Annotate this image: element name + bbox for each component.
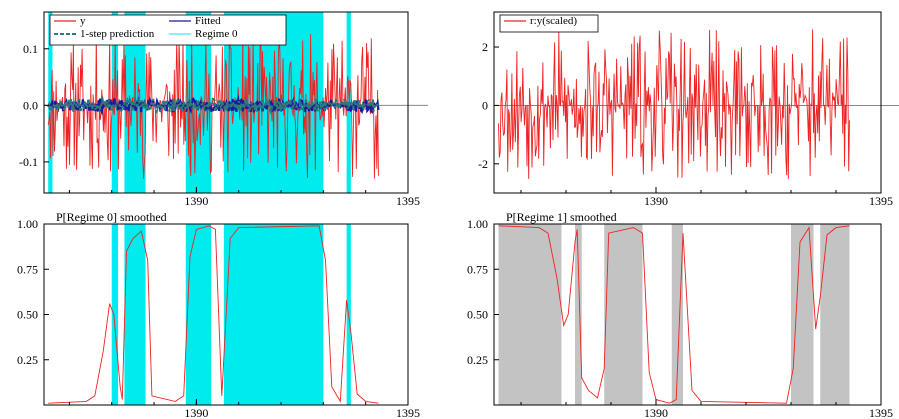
x-tick-label: 1395 bbox=[396, 194, 420, 208]
series-lines bbox=[498, 29, 850, 180]
series-line bbox=[48, 225, 379, 404]
legend: y Fitted 1-step prediction Regime 0 bbox=[49, 14, 287, 46]
legend-label: r:y(scaled) bbox=[530, 15, 577, 27]
x-tick-label: 1395 bbox=[869, 194, 893, 208]
regime-band bbox=[791, 224, 814, 405]
y-tick-label: -0.1 bbox=[19, 155, 38, 169]
y-tick-label: 2 bbox=[482, 40, 488, 54]
x-ticks: 1390 1395 bbox=[520, 399, 893, 419]
x-tick-label: 1395 bbox=[396, 406, 420, 419]
regime-band bbox=[575, 224, 582, 405]
legend-label: 1-step prediction bbox=[80, 28, 155, 40]
x-tick-label: 1390 bbox=[644, 194, 668, 208]
legend-box bbox=[499, 14, 599, 33]
legend-label: Regime 0 bbox=[195, 28, 238, 40]
regime-band bbox=[111, 224, 119, 405]
y-ticks: 1.00 0.75 0.50 0.25 bbox=[467, 217, 499, 367]
regime-band bbox=[820, 224, 850, 405]
series-lines bbox=[498, 225, 850, 404]
legend-label: Fitted bbox=[195, 15, 221, 27]
regime-bands bbox=[111, 224, 351, 405]
y-tick-label: 0.1 bbox=[23, 42, 38, 56]
legend: r:y(scaled) bbox=[499, 14, 599, 33]
y-ticks: 1.00 0.75 0.50 0.25 bbox=[17, 217, 49, 367]
series-line bbox=[498, 29, 850, 180]
regime-band bbox=[185, 224, 212, 405]
y-tick-label: 0.25 bbox=[17, 353, 38, 367]
regime-band bbox=[124, 224, 146, 405]
series-lines bbox=[47, 32, 380, 179]
regime-band bbox=[604, 224, 643, 405]
panel-bottom-left: 1.00 0.75 0.50 0.25 1390 1395 P[Regime 0] sm… bbox=[17, 210, 420, 419]
x-ticks: 1390 1395 bbox=[68, 187, 420, 208]
y-tick-label: 1.00 bbox=[467, 217, 488, 231]
panel-top-right: 2 0 -2 1390 1395 r:y(scaled) bbox=[478, 11, 899, 208]
y-tick-label: 0.75 bbox=[467, 262, 488, 276]
regime-band bbox=[48, 12, 53, 193]
panel-title: P[Regime 1] smoothed bbox=[506, 210, 617, 224]
panel-top-left: 0.1 0.0 -0.1 1390 1395 y Fitted 1-step predic… bbox=[19, 11, 428, 208]
series-line bbox=[498, 225, 850, 404]
regime-band bbox=[223, 224, 324, 405]
y-tick-label: 0 bbox=[482, 98, 488, 112]
legend-label: y bbox=[80, 15, 86, 27]
series-line bbox=[47, 95, 379, 115]
x-tick-label: 1390 bbox=[644, 406, 668, 419]
x-tick-label: 1390 bbox=[184, 406, 208, 419]
y-tick-label: 0.25 bbox=[467, 353, 488, 367]
regime-band bbox=[671, 224, 683, 405]
plot-frame bbox=[43, 11, 409, 194]
y-tick-label: 0.50 bbox=[17, 308, 38, 322]
x-ticks: 1390 1395 bbox=[520, 187, 893, 208]
legend-box bbox=[49, 14, 287, 46]
y-ticks: 2 0 -2 bbox=[478, 40, 499, 171]
regime-band bbox=[124, 12, 146, 193]
panel-bottom-right: 1.00 0.75 0.50 0.25 1390 1395 P[Regime 1] sm… bbox=[467, 210, 893, 419]
y-tick-label: -2 bbox=[478, 157, 488, 171]
panel-title: P[Regime 0] smoothed bbox=[56, 210, 167, 224]
plot-frame bbox=[493, 11, 882, 194]
regime-bands bbox=[498, 224, 850, 405]
y-ticks: 0.1 0.0 -0.1 bbox=[19, 42, 49, 169]
y-tick-label: 1.00 bbox=[17, 217, 38, 231]
x-tick-label: 1390 bbox=[184, 194, 208, 208]
y-tick-label: 0.75 bbox=[17, 262, 38, 276]
regime-band bbox=[498, 224, 562, 405]
x-tick-label: 1395 bbox=[869, 406, 893, 419]
y-tick-label: 0.0 bbox=[23, 98, 38, 112]
x-ticks: 1390 1395 bbox=[68, 399, 420, 419]
series-lines bbox=[48, 225, 379, 404]
y-tick-label: 0.50 bbox=[467, 308, 488, 322]
